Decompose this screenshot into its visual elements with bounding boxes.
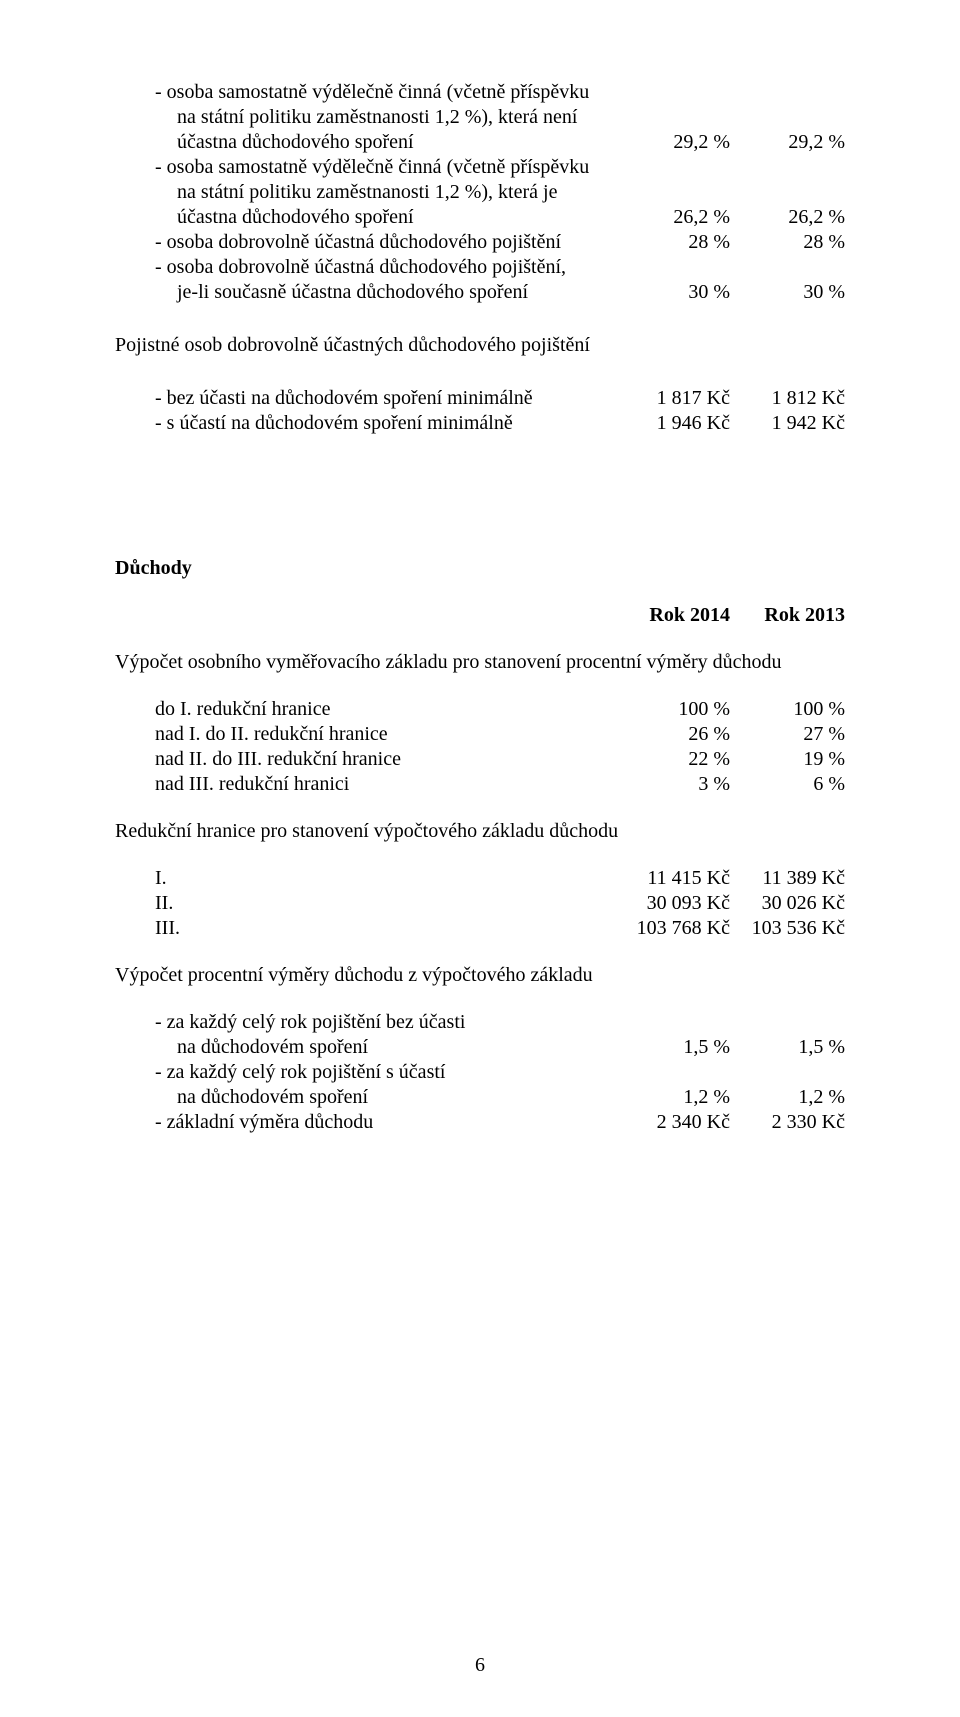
column-header-a: Rok 2014 — [615, 603, 730, 628]
row-value-b: 100 % — [730, 697, 845, 722]
text: na státní politiku zaměstnanosti 1,2 %),… — [177, 106, 577, 128]
value-row: do I. redukční hranice 100 % 100 % — [155, 697, 845, 722]
row-value-b: 29,2 % — [730, 130, 845, 155]
row-label: - základní výměra důchodu — [155, 1110, 615, 1135]
value-row: na důchodovém spoření 1,5 % 1,5 % — [155, 1035, 845, 1060]
row-value-b: 1,2 % — [730, 1085, 845, 1110]
row-value-a: 26 % — [615, 722, 730, 747]
row-value-a: 26,2 % — [615, 205, 730, 230]
column-header-b: Rok 2013 — [730, 603, 845, 628]
row-value-b: 1 812 Kč — [730, 386, 845, 411]
row-value-a: 100 % — [615, 697, 730, 722]
row-value-a: 1,5 % — [615, 1035, 730, 1060]
row-value-b: 2 330 Kč — [730, 1110, 845, 1135]
row-value-b: 11 389 Kč — [730, 866, 845, 891]
text: - osoba samostatně výdělečně činná (včet… — [155, 156, 589, 178]
row-value-a: 28 % — [615, 230, 730, 255]
subsection-heading: Výpočet procentní výměry důchodu z výpoč… — [115, 963, 845, 988]
document-page: - osoba samostatně výdělečně činná (včet… — [0, 0, 960, 1717]
value-row: nad II. do III. redukční hranice 22 % 19… — [155, 747, 845, 772]
row-value-b: 103 536 Kč — [730, 916, 845, 941]
row-label: nad I. do II. redukční hranice — [155, 722, 615, 747]
value-row: nad III. redukční hranici 3 % 6 % — [155, 772, 845, 797]
row-label: účastna důchodového spoření — [177, 130, 615, 155]
section-heading: Pojistné osob dobrovolně účastných důcho… — [115, 333, 845, 358]
row-label: II. — [155, 891, 215, 916]
value-row: - bez účasti na důchodovém spoření minim… — [115, 386, 845, 411]
row-value-a: 30 % — [615, 280, 730, 305]
row-value-a: 3 % — [615, 772, 730, 797]
text-continuation: na státní politiku zaměstnanosti 1,2 %),… — [115, 180, 845, 205]
value-row: II. 30 093 Kč 30 026 Kč — [155, 891, 845, 916]
text: - osoba samostatně výdělečně činná (včet… — [155, 81, 589, 103]
row-value-b: 19 % — [730, 747, 845, 772]
row-value-a: 1 817 Kč — [615, 386, 730, 411]
row-label: - bez účasti na důchodovém spoření minim… — [155, 386, 615, 411]
row-label: - osoba dobrovolně účastná důchodového p… — [155, 230, 615, 255]
value-row: na důchodovém spoření 1,2 % 1,2 % — [155, 1085, 845, 1110]
row-value-a: 103 768 Kč — [615, 916, 730, 941]
row-value-b: 28 % — [730, 230, 845, 255]
row-value-b: 6 % — [730, 772, 845, 797]
row-label: nad II. do III. redukční hranice — [155, 747, 615, 772]
row-label: nad III. redukční hranici — [155, 772, 615, 797]
subsection-heading: Redukční hranice pro stanovení výpočtové… — [115, 819, 845, 844]
row-label: je-li současně účastna důchodového spoře… — [177, 280, 615, 305]
row-value-a: 29,2 % — [615, 130, 730, 155]
row-label: na důchodovém spoření — [177, 1085, 615, 1110]
row-value-b: 30 026 Kč — [730, 891, 845, 916]
row-value-a: 11 415 Kč — [615, 866, 730, 891]
value-row: účastna důchodového spoření 26,2 % 26,2 … — [115, 205, 845, 230]
text-continuation: na státní politiku zaměstnanosti 1,2 %),… — [115, 105, 845, 130]
page-number: 6 — [0, 1654, 960, 1677]
section-title: Důchody — [115, 556, 845, 581]
value-row: I. 11 415 Kč 11 389 Kč — [155, 866, 845, 891]
list-item: - za každý celý rok pojištění s účastí — [155, 1060, 845, 1085]
list-item: - osoba samostatně výdělečně činná (včet… — [115, 80, 845, 105]
text: na státní politiku zaměstnanosti 1,2 %),… — [177, 181, 557, 203]
list-item: - za každý celý rok pojištění bez účasti — [155, 1010, 845, 1035]
row-label: - s účastí na důchodovém spoření minimál… — [155, 411, 615, 436]
row-value-a: 1 946 Kč — [615, 411, 730, 436]
row-value-a: 1,2 % — [615, 1085, 730, 1110]
text: - osoba dobrovolně účastná důchodového p… — [155, 256, 566, 278]
row-label: do I. redukční hranice — [155, 697, 615, 722]
value-row: III. 103 768 Kč 103 536 Kč — [155, 916, 845, 941]
list-item: - osoba dobrovolně účastná důchodového p… — [115, 255, 845, 280]
row-label: I. — [155, 866, 215, 891]
row-value-b: 1 942 Kč — [730, 411, 845, 436]
row-value-b: 26,2 % — [730, 205, 845, 230]
value-row: účastna důchodového spoření 29,2 % 29,2 … — [115, 130, 845, 155]
text: - za každý celý rok pojištění s účastí — [155, 1061, 445, 1083]
value-row: - osoba dobrovolně účastná důchodového p… — [115, 230, 845, 255]
value-row: je-li současně účastna důchodového spoře… — [115, 280, 845, 305]
row-value-b: 27 % — [730, 722, 845, 747]
value-row: - s účastí na důchodovém spoření minimál… — [115, 411, 845, 436]
row-value-a: 2 340 Kč — [615, 1110, 730, 1135]
row-label: na důchodovém spoření — [177, 1035, 615, 1060]
row-value-b: 1,5 % — [730, 1035, 845, 1060]
subsection-heading: Výpočet osobního vyměřovacího základu pr… — [115, 650, 845, 675]
value-row: nad I. do II. redukční hranice 26 % 27 % — [155, 722, 845, 747]
row-label: účastna důchodového spoření — [177, 205, 615, 230]
row-value-a: 30 093 Kč — [615, 891, 730, 916]
list-item: - osoba samostatně výdělečně činná (včet… — [115, 155, 845, 180]
row-label: III. — [155, 916, 215, 941]
value-row: - základní výměra důchodu 2 340 Kč 2 330… — [155, 1110, 845, 1135]
row-value-b: 30 % — [730, 280, 845, 305]
row-value-a: 22 % — [615, 747, 730, 772]
column-header-row: Rok 2014 Rok 2013 — [115, 603, 845, 628]
text: - za každý celý rok pojištění bez účasti — [155, 1011, 465, 1033]
